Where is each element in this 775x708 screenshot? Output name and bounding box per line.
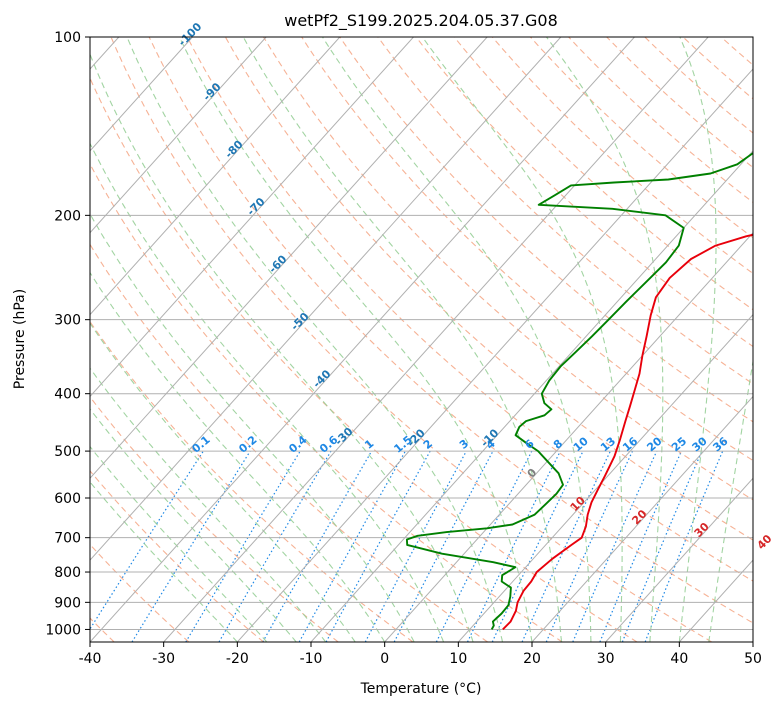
- x-axis-label: Temperature (°C): [360, 681, 482, 697]
- y-axis-label: Pressure (hPa): [12, 289, 28, 389]
- isotherm-line: [384, 231, 753, 642]
- mixing-ratio-line: [572, 450, 658, 642]
- moist-adiabat-line: [90, 142, 445, 642]
- moist-adiabat-line: [90, 481, 238, 642]
- mixing-ratio-line: [644, 450, 724, 642]
- isotherm-line: [90, 37, 562, 561]
- dry-adiabat-line: [453, 37, 753, 311]
- x-tick-label: 20: [523, 651, 541, 667]
- dry-adiabat-line: [110, 37, 712, 642]
- mixing-ratio-line: [545, 450, 634, 642]
- x-tick-label: 30: [597, 651, 615, 667]
- mixing-ratio-line: [364, 450, 467, 642]
- dewpoint-profile-line: [405, 151, 753, 630]
- isotherm-label: 40: [755, 532, 775, 552]
- moist-adiabat-line: [322, 37, 592, 642]
- dry-adiabat-line: [377, 37, 753, 385]
- mixing-ratio-line: [621, 450, 703, 642]
- isotherm-line: [236, 68, 753, 642]
- dry-adiabat-line: [148, 37, 753, 624]
- isotherm-line: [531, 395, 753, 642]
- mixing-ratio-line: [298, 450, 406, 642]
- sounding-series: [405, 151, 753, 631]
- dry-adiabat-line: [90, 543, 190, 642]
- isotherm-line: [90, 37, 488, 480]
- dry-adiabat-line: [90, 470, 264, 642]
- plot-background: [90, 37, 753, 642]
- dry-adiabat-line: [90, 395, 339, 642]
- mixing-ratio-line: [90, 450, 204, 631]
- y-tick-label: 500: [54, 444, 81, 460]
- isotherm-line: [605, 477, 753, 642]
- moist-adiabat-line: [678, 37, 717, 642]
- x-tick-label: -10: [300, 651, 323, 667]
- y-tick-label: 400: [54, 387, 81, 403]
- moist-adiabat-line: [90, 271, 386, 642]
- isotherm-line: [310, 150, 753, 642]
- moist-adiabat-line: [126, 37, 504, 642]
- x-tick-label: 10: [449, 651, 467, 667]
- isotherm-line: [90, 37, 193, 152]
- moist-adiabat-line: [242, 37, 563, 642]
- dry-adiabat-line: [415, 37, 753, 348]
- moist-adiabat-line: [708, 358, 753, 642]
- y-axis-ticks: 100 200 300 400 500 600 700 800 900 1000: [45, 30, 90, 638]
- mixing-ratio-line: [435, 450, 533, 642]
- x-tick-label: 40: [670, 651, 688, 667]
- moist-adiabat-line: [90, 52, 474, 642]
- x-tick-label: -40: [79, 651, 102, 667]
- y-tick-label: 900: [54, 595, 81, 611]
- x-tick-label: -20: [226, 651, 249, 667]
- x-tick-label: 0: [380, 651, 389, 667]
- plot-frame: [89, 36, 754, 643]
- isotherm-line: [457, 313, 753, 642]
- mixing-ratio-line: [325, 450, 431, 642]
- y-tick-label: 600: [54, 491, 81, 507]
- x-tick-label: -30: [152, 651, 175, 667]
- moist-adiabat-line: [546, 37, 664, 642]
- grid-lines: [90, 37, 753, 642]
- isotherm-line: [90, 37, 267, 234]
- moist-adiabat-line: [90, 322, 356, 642]
- moist-adiabat-line: [178, 37, 533, 642]
- isotherm-line: [90, 37, 414, 398]
- y-tick-label: 1000: [45, 622, 81, 638]
- isotherm-line: [90, 37, 341, 316]
- dry-adiabat-line: [90, 162, 563, 642]
- x-tick-label: 50: [744, 651, 762, 667]
- y-tick-label: 100: [54, 30, 81, 46]
- chart-title: wetPf2_S199.2025.204.05.37.G08: [284, 11, 558, 31]
- y-tick-label: 200: [54, 208, 81, 224]
- y-tick-label: 300: [54, 313, 81, 329]
- temperature-profile-line: [502, 233, 753, 631]
- mixing-ratio-line: [599, 450, 682, 642]
- isotherm-line: [163, 37, 709, 642]
- moist-adiabat-line: [90, 212, 415, 642]
- dry-adiabat-line: [90, 243, 488, 642]
- x-axis-ticks: -40 -30 -20 -10 0 10 20 30 40 50: [79, 642, 762, 667]
- y-tick-label: 700: [54, 531, 81, 547]
- y-tick-label: 800: [54, 565, 81, 581]
- moist-adiabat-line: [90, 445, 268, 642]
- moist-adiabat-line: [421, 37, 623, 642]
- isotherm-line: [90, 37, 635, 642]
